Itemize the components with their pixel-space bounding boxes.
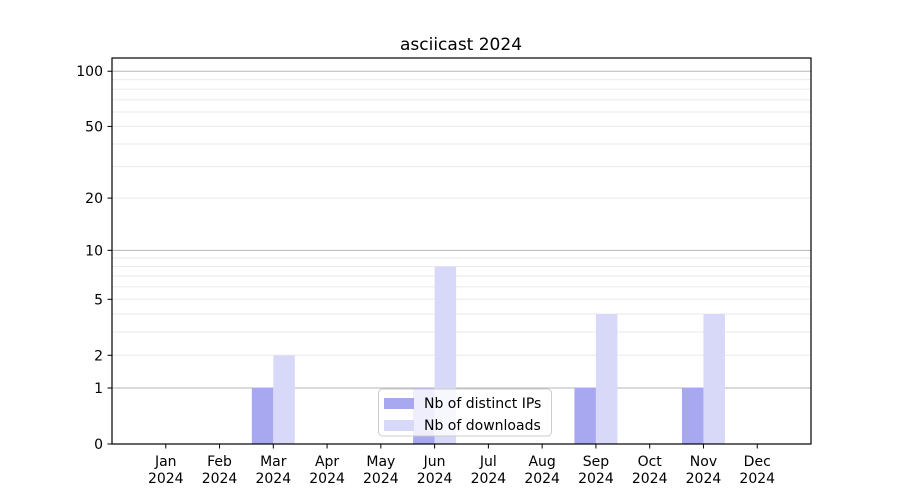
plot-frame: [111, 57, 812, 445]
bar-downloads-nov: [703, 314, 725, 444]
x-tick-label-month: Jan: [154, 454, 177, 470]
bar-downloads-mar: [273, 355, 295, 444]
x-tick-label-month: May: [366, 454, 395, 470]
x-tick-label-year: 2024: [471, 471, 507, 487]
x-tick-label-year: 2024: [363, 471, 399, 487]
legend-label-distinct-ips: Nb of distinct IPs: [424, 396, 541, 412]
y-tick-label: 1: [94, 381, 103, 397]
x-tick-label-month: Apr: [315, 454, 339, 470]
axes: 0125102050100Jan2024Feb2024Mar2024Apr202…: [76, 57, 812, 487]
y-tick-label: 5: [94, 292, 103, 308]
y-tick-label: 10: [85, 243, 103, 259]
bar-distinct-ips-sep: [574, 388, 596, 444]
y-tick-label: 2: [94, 348, 103, 364]
y-tick-label: 100: [76, 64, 103, 80]
x-tick-label-month: Sep: [583, 454, 610, 470]
y-tick-label: 0: [94, 437, 103, 453]
x-tick-label-month: Jun: [423, 454, 446, 470]
chart-title: asciicast 2024: [400, 35, 522, 55]
bar-distinct-ips-mar: [251, 388, 274, 444]
x-tick-label-month: Oct: [638, 454, 663, 470]
x-tick-label-month: Aug: [528, 454, 555, 470]
x-tick-label-month: Jul: [479, 454, 497, 470]
legend-label-downloads: Nb of downloads: [424, 418, 541, 434]
x-tick-label-month: Dec: [744, 454, 771, 470]
x-tick-label-month: Nov: [690, 454, 717, 470]
x-tick-label-year: 2024: [202, 471, 238, 487]
x-tick-label-year: 2024: [255, 471, 291, 487]
x-tick-label-year: 2024: [632, 471, 668, 487]
gridlines: [112, 70, 811, 389]
y-tick-label: 20: [85, 191, 103, 207]
x-tick-label-year: 2024: [309, 471, 345, 487]
x-tick-label-year: 2024: [578, 471, 614, 487]
legend-swatch-distinct-ips: [384, 398, 414, 409]
x-tick-label-month: Feb: [207, 454, 232, 470]
y-tick-label: 50: [85, 119, 103, 135]
x-tick-label-year: 2024: [686, 471, 722, 487]
legend-swatch-downloads: [384, 420, 414, 431]
x-tick-label-year: 2024: [148, 471, 184, 487]
legend: Nb of distinct IPs Nb of downloads: [378, 388, 552, 437]
legend-box: [378, 388, 552, 437]
x-tick-label-year: 2024: [417, 471, 453, 487]
x-tick-label-year: 2024: [739, 471, 775, 487]
x-tick-label-month: Mar: [260, 454, 287, 470]
x-tick-label-year: 2024: [524, 471, 560, 487]
bar-distinct-ips-nov: [681, 388, 704, 444]
bar-downloads-sep: [595, 314, 618, 444]
